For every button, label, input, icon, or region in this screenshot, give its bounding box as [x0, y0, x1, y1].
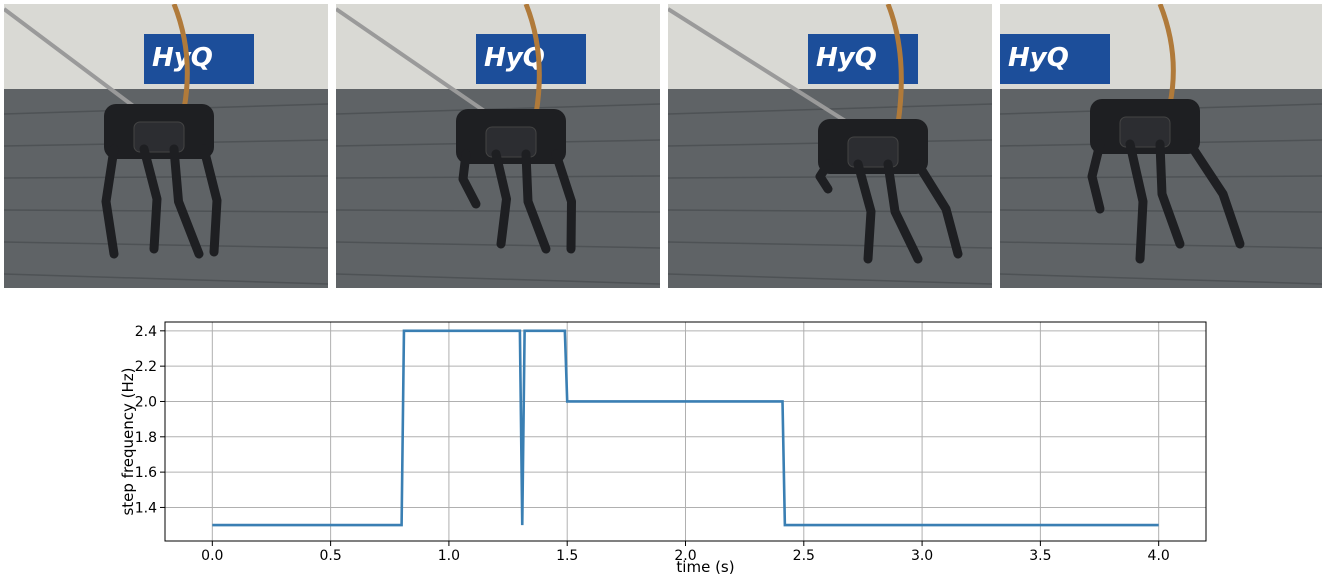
safety-pole	[668, 7, 860, 131]
y-tick-label: 1.6	[135, 465, 157, 481]
robot-leg	[139, 144, 162, 254]
robot-leg	[1185, 139, 1245, 249]
banner	[144, 34, 254, 84]
x-tick-label: 2.0	[674, 548, 696, 564]
robot-leg	[491, 149, 511, 249]
floor-tile-line	[668, 241, 992, 249]
banner	[476, 34, 586, 84]
y-tick-label: 1.8	[135, 430, 157, 446]
tether	[523, 4, 542, 115]
robot-leg	[1155, 139, 1185, 249]
y-tick-label: 2.4	[135, 324, 157, 340]
robot-leg	[1087, 139, 1105, 214]
y-axis-label: step frequency (Hz)	[119, 367, 137, 515]
robot-leg	[101, 144, 119, 259]
floor-tile-line	[1000, 241, 1322, 249]
step-frequency-line	[212, 329, 1159, 527]
banner-text: HyQ	[152, 43, 213, 73]
x-axis-label: time (s)	[676, 558, 734, 575]
robot-head-sensor	[847, 136, 899, 168]
robot-leg	[199, 144, 222, 257]
safety-pole	[336, 7, 498, 121]
floor-tile-line	[336, 273, 660, 285]
robot-leg	[883, 159, 923, 264]
banner-text: HyQ	[484, 43, 545, 73]
banner	[1000, 34, 1110, 84]
floor-tile-line	[4, 175, 328, 179]
x-tick-label: 0.5	[319, 548, 341, 564]
floor-tile-line	[4, 209, 328, 213]
tether	[885, 4, 904, 125]
photo-robot-frame-1: HyQ	[4, 4, 328, 288]
robot-head-sensor	[1119, 116, 1171, 148]
floor-tile-line	[1000, 209, 1322, 213]
photo-robot-frame-2: HyQ	[336, 4, 660, 288]
robot-leg	[169, 144, 204, 259]
x-tick-label: 3.5	[1029, 548, 1051, 564]
x-tick-label: 3.0	[911, 548, 933, 564]
photo-robot-frame-4: HyQ	[1000, 4, 1322, 288]
floor-tile-line	[4, 241, 328, 249]
tether	[171, 4, 190, 110]
robot-head-sensor	[133, 121, 185, 153]
x-tick-label: 0.0	[201, 548, 223, 564]
x-tick-label: 1.5	[556, 548, 578, 564]
floor-tile-line	[1000, 273, 1322, 285]
floor-tile-line	[4, 273, 328, 285]
x-tick-label: 1.0	[438, 548, 460, 564]
robot-leg	[521, 149, 551, 254]
safety-pole	[4, 7, 146, 116]
robot-leg	[853, 159, 876, 264]
robot-leg	[913, 159, 963, 259]
robot-leg	[551, 149, 576, 254]
photo-strip: HyQ HyQ HyQ HyQ	[4, 4, 1322, 288]
y-tick-label: 2.2	[135, 359, 157, 375]
robot-leg	[1125, 139, 1148, 264]
robot-leg	[815, 159, 833, 194]
banner-text: HyQ	[816, 43, 877, 73]
photo-robot-frame-3: HyQ	[668, 4, 992, 288]
floor-tile-line	[668, 273, 992, 285]
floor-tile-line	[668, 209, 992, 213]
floor-tile-line	[336, 209, 660, 213]
step-frequency-chart: 0.0 0.5 1.0 1.5 2.0 2.5 3.0 3.5 4.0 1.4 1.6 1.8 2.0 2…	[119, 321, 1207, 575]
floor-tile-line	[668, 175, 992, 179]
y-tick-label: 2.0	[135, 394, 157, 410]
x-tick-label: 2.5	[793, 548, 815, 564]
x-tick-label: 4.0	[1148, 548, 1170, 564]
tether	[1157, 4, 1176, 105]
robot-leg	[458, 149, 481, 209]
banner-text: HyQ	[1008, 43, 1069, 73]
robot-head-sensor	[485, 126, 537, 158]
y-tick-label: 1.4	[135, 500, 157, 516]
